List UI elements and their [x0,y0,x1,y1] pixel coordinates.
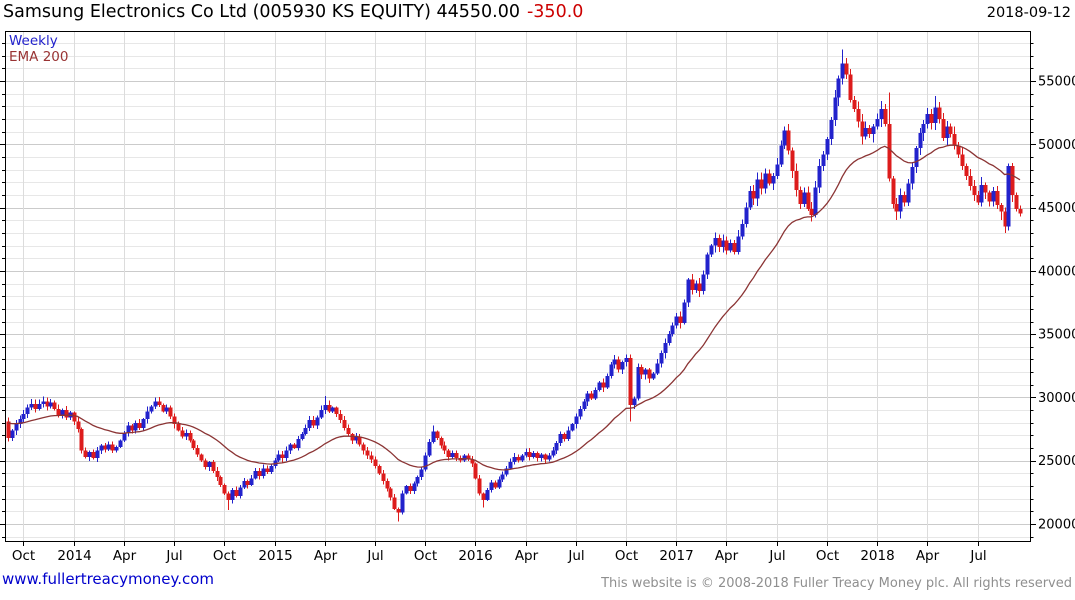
svg-text:Apr: Apr [314,548,338,564]
svg-text:30000: 30000 [1038,391,1075,406]
svg-text:45000: 45000 [1038,201,1075,216]
svg-text:Jul: Jul [768,548,785,564]
svg-text:Apr: Apr [916,548,940,564]
svg-text:Jul: Jul [969,548,986,564]
svg-text:Jul: Jul [567,548,584,564]
svg-text:20000: 20000 [1038,518,1075,533]
svg-text:Oct: Oct [12,548,35,564]
price-change: -350.0 [526,2,584,22]
svg-text:Apr: Apr [515,548,539,564]
svg-text:2015: 2015 [258,548,292,564]
svg-text:2014: 2014 [57,548,91,564]
ema-legend-label: EMA 200 [9,49,69,65]
svg-text:Apr: Apr [113,548,137,564]
page-title-row: Samsung Electronics Co Ltd (005930 KS EQ… [3,2,583,22]
svg-text:50000: 50000 [1038,138,1075,153]
svg-text:Jul: Jul [366,548,383,564]
svg-text:Oct: Oct [816,548,839,564]
svg-text:Apr: Apr [715,548,739,564]
timeframe-label: Weekly [9,33,58,49]
svg-text:2018: 2018 [860,548,894,564]
chart-date: 2018-09-12 [986,5,1071,21]
page-title: Samsung Electronics Co Ltd (005930 KS EQ… [3,2,520,22]
svg-text:55000: 55000 [1038,75,1075,90]
svg-text:2017: 2017 [659,548,693,564]
candlestick-chart[interactable]: 20000 25000 30000 35000 40000 45000 50000 55000… [0,0,1075,566]
svg-text:40000: 40000 [1038,264,1075,279]
copyright-text: This website is © 2008-2018 Fuller Treac… [601,576,1072,591]
svg-text:Oct: Oct [213,548,236,564]
svg-text:25000: 25000 [1038,454,1075,469]
svg-text:2016: 2016 [458,548,492,564]
svg-text:Oct: Oct [414,548,437,564]
svg-text:35000: 35000 [1038,328,1075,343]
site-link[interactable]: www.fullertreacymoney.com [2,570,215,588]
svg-text:Oct: Oct [615,548,638,564]
svg-text:Jul: Jul [165,548,182,564]
